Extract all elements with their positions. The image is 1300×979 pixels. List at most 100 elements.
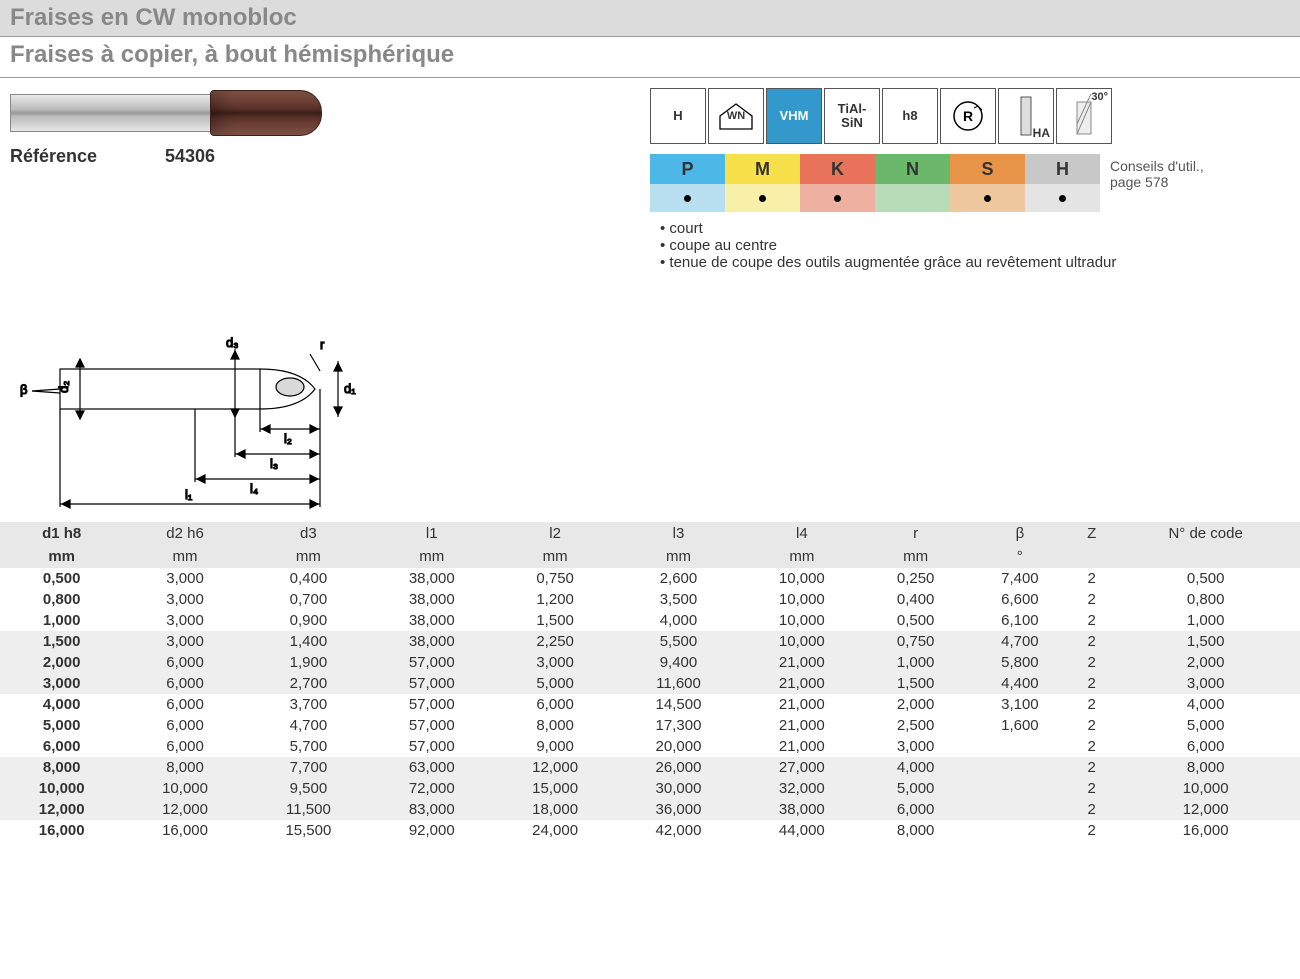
cell: 0,900 [247,610,370,631]
cell: 1,500 [1111,631,1300,652]
cell: 3,000 [1111,673,1300,694]
table-row: 6,0006,0005,70057,0009,00020,00021,0003,… [0,736,1300,757]
cell: 83,000 [370,799,493,820]
cell: 0,750 [493,568,616,589]
cell: 24,000 [493,820,616,841]
cell: 2,000 [864,694,968,715]
cell: 10,000 [740,610,863,631]
cell: 2 [1072,820,1111,841]
table-row: 4,0006,0003,70057,0006,00014,50021,0002,… [0,694,1300,715]
cell: 16,000 [0,820,123,841]
cell: 15,000 [493,778,616,799]
col-unit: mm [370,545,493,568]
cell: 36,000 [617,799,740,820]
cell: 2 [1072,694,1111,715]
cell: 2 [1072,673,1111,694]
svg-text:d₂: d₂ [56,381,71,393]
cell: 57,000 [370,673,493,694]
cell: 0,800 [0,589,123,610]
icon-HA: HA [998,88,1054,144]
cell: 4,000 [864,757,968,778]
col-unit: mm [493,545,616,568]
cell: 4,700 [968,631,1072,652]
cell: 0,250 [864,568,968,589]
cell: 1,500 [493,610,616,631]
cell: 10,000 [123,778,246,799]
cell: 44,000 [740,820,863,841]
cell: 3,100 [968,694,1072,715]
cell: 30,000 [617,778,740,799]
cell: 6,000 [864,799,968,820]
cell: 1,000 [0,610,123,631]
cell: 4,000 [617,610,740,631]
col-unit: ° [968,545,1072,568]
table-row: 0,8003,0000,70038,0001,2003,50010,0000,4… [0,589,1300,610]
cell: 1,500 [0,631,123,652]
material-dot-M [725,184,800,212]
reference-line: Référence 54306 [10,146,630,167]
cell: 5,700 [247,736,370,757]
material-dot-K [800,184,875,212]
svg-text:r: r [320,337,325,352]
bullet: tenue de coupe des outils augmentée grâc… [660,254,1280,271]
cell: 0,400 [247,568,370,589]
material-dot-H [1025,184,1100,212]
cell: 6,600 [968,589,1072,610]
col-head: N° de code [1111,522,1300,545]
table-row: 0,5003,0000,40038,0000,7502,60010,0000,2… [0,568,1300,589]
cell: 57,000 [370,652,493,673]
table-row: 16,00016,00015,50092,00024,00042,00044,0… [0,820,1300,841]
bullet: court [660,220,1280,237]
cell: 3,000 [123,568,246,589]
cell: 3,000 [123,631,246,652]
cell: 2,000 [1111,652,1300,673]
cell: 0,500 [1111,568,1300,589]
table-row: 12,00012,00011,50083,00018,00036,00038,0… [0,799,1300,820]
material-P: P [650,154,725,184]
cell: 10,000 [740,589,863,610]
icon-h8: h8 [882,88,938,144]
cell: 3,000 [493,652,616,673]
cell: 6,000 [123,652,246,673]
cell: 5,500 [617,631,740,652]
cell: 2,600 [617,568,740,589]
cell: 8,000 [1111,757,1300,778]
cell: 72,000 [370,778,493,799]
cell: 21,000 [740,736,863,757]
cell: 2 [1072,631,1111,652]
icon-VHM: VHM [766,88,822,144]
cell: 6,000 [493,694,616,715]
col-unit: mm [864,545,968,568]
cell: 2 [1072,778,1111,799]
cell: 4,000 [0,694,123,715]
col-head: l1 [370,522,493,545]
cell: 11,500 [247,799,370,820]
cell: 38,000 [370,589,493,610]
cell: 8,000 [493,715,616,736]
cell: 42,000 [617,820,740,841]
cell: 0,500 [0,568,123,589]
cell: 0,400 [864,589,968,610]
table-row: 1,5003,0001,40038,0002,2505,50010,0000,7… [0,631,1300,652]
cell: 3,000 [123,589,246,610]
cell: 21,000 [740,673,863,694]
usage-advice: Conseils d'util., page 578 [1100,154,1230,190]
cell: 4,000 [1111,694,1300,715]
cell: 6,000 [123,736,246,757]
cell: 9,500 [247,778,370,799]
col-unit: mm [247,545,370,568]
cell: 1,600 [968,715,1072,736]
material-dot-S [950,184,1025,212]
cell: 38,000 [370,631,493,652]
cell: 12,000 [123,799,246,820]
reference-label: Référence [10,146,160,167]
cell: 4,400 [968,673,1072,694]
svg-text:R: R [963,108,973,124]
cell: 10,000 [740,631,863,652]
cell: 0,500 [864,610,968,631]
cell: 0,750 [864,631,968,652]
cell: 8,000 [0,757,123,778]
cell: 38,000 [740,799,863,820]
cell: 9,400 [617,652,740,673]
cell: 10,000 [740,568,863,589]
